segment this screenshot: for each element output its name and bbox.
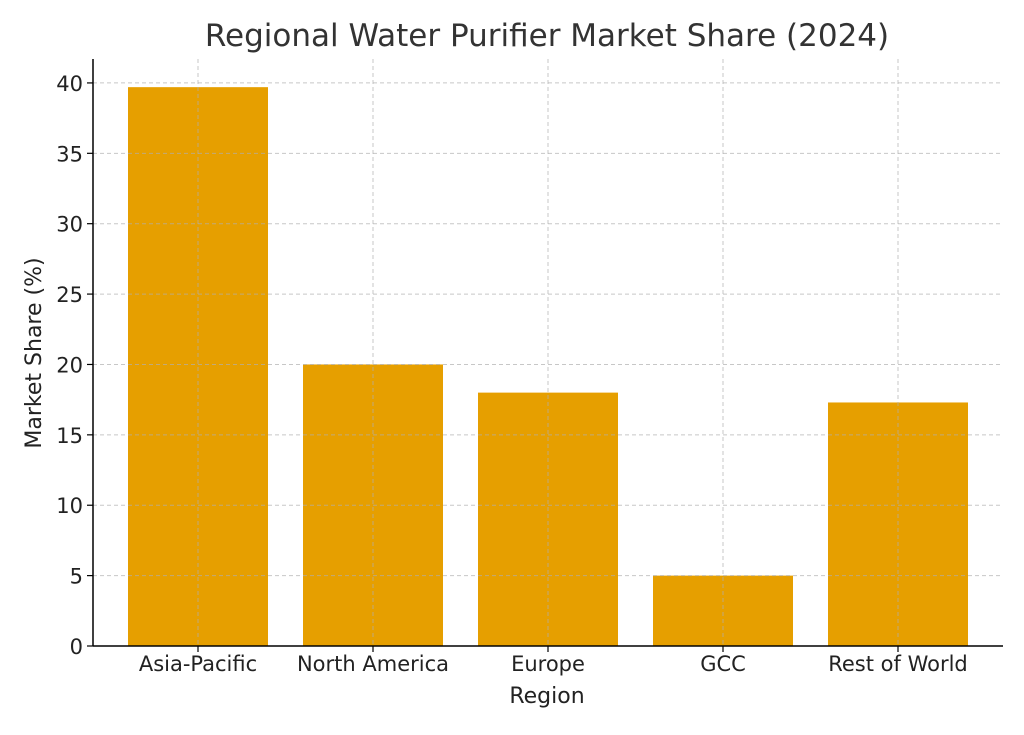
- y-tick-label: 30: [56, 213, 83, 237]
- x-axis-label: Region: [509, 684, 584, 709]
- bars: [128, 87, 968, 646]
- y-tick-label: 35: [56, 142, 83, 166]
- x-tick-label: Asia-Pacific: [139, 652, 257, 676]
- chart-title: Regional Water Purifier Market Share (20…: [205, 18, 889, 54]
- y-tick-label: 10: [56, 494, 83, 518]
- x-tick-label: North America: [297, 652, 449, 676]
- bar-asia-pacific: [128, 87, 268, 646]
- y-tick-label: 20: [56, 353, 83, 377]
- x-tick-label: Europe: [511, 652, 585, 676]
- x-tick-label: Rest of World: [828, 652, 968, 676]
- y-tick-label: 15: [56, 424, 83, 448]
- y-tick-label: 25: [56, 283, 83, 307]
- y-axis-label: Market Share (%): [22, 257, 47, 448]
- y-tick-label: 0: [70, 635, 83, 659]
- x-tick-label: GCC: [700, 652, 746, 676]
- x-tick-labels: Asia-Pacific North America Europe GCC Rest o…: [139, 646, 968, 676]
- y-tick-labels: 0 5 10 15 20 25 30 35 40: [56, 72, 93, 659]
- y-tick-label: 5: [70, 565, 83, 589]
- y-tick-label: 40: [56, 72, 83, 96]
